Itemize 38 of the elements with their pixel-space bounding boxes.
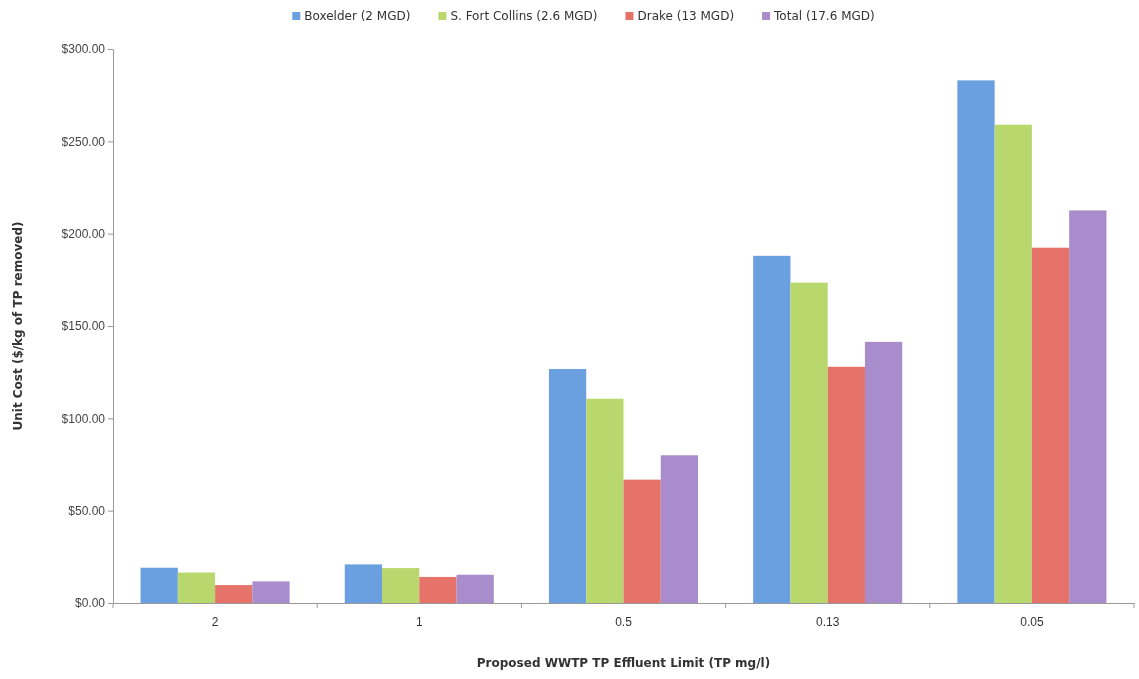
bar	[1069, 210, 1107, 603]
bar	[660, 455, 699, 603]
bar	[252, 581, 290, 603]
y-tick-label: $200.00	[61, 227, 106, 242]
bar	[827, 366, 865, 603]
x-tick-label: 0.5	[615, 614, 633, 629]
x-axis-title: Proposed WWTP TP Effluent Limit (TP mg/l)	[476, 656, 771, 670]
y-tick-label: $300.00	[61, 42, 106, 57]
x-tick-label: 1	[415, 614, 423, 629]
bar	[864, 341, 903, 603]
legend-label: Total (17.6 MGD)	[773, 9, 875, 23]
bar	[140, 567, 178, 603]
bar	[790, 282, 828, 603]
bar	[419, 576, 457, 603]
bar	[177, 572, 216, 603]
y-tick-label: $250.00	[61, 134, 106, 149]
legend-label: Boxelder (2 MGD)	[304, 9, 411, 23]
legend-label: Drake (13 MGD)	[637, 9, 735, 23]
bar	[344, 564, 383, 603]
bar	[382, 568, 420, 603]
y-tick-label: $0.00	[74, 596, 106, 611]
bar	[456, 574, 494, 603]
bar	[215, 585, 253, 603]
bar	[548, 369, 587, 603]
bar	[753, 255, 791, 603]
y-axis-title: Unit Cost ($/kg of TP removed)	[11, 221, 25, 431]
x-tick-label: 2	[211, 614, 219, 629]
bar	[623, 479, 661, 603]
y-tick-label: $100.00	[61, 411, 106, 426]
y-tick-label: $150.00	[61, 319, 106, 334]
legend-label: S. Fort Collins (2.6 MGD)	[450, 9, 598, 23]
x-tick-label: 0.13	[816, 614, 840, 629]
bar	[586, 398, 624, 603]
bar	[1031, 247, 1070, 603]
y-tick-label: $50.00	[68, 504, 106, 519]
x-tick-label: 0.05	[1020, 614, 1044, 629]
bar	[957, 80, 995, 603]
bar	[994, 124, 1032, 603]
